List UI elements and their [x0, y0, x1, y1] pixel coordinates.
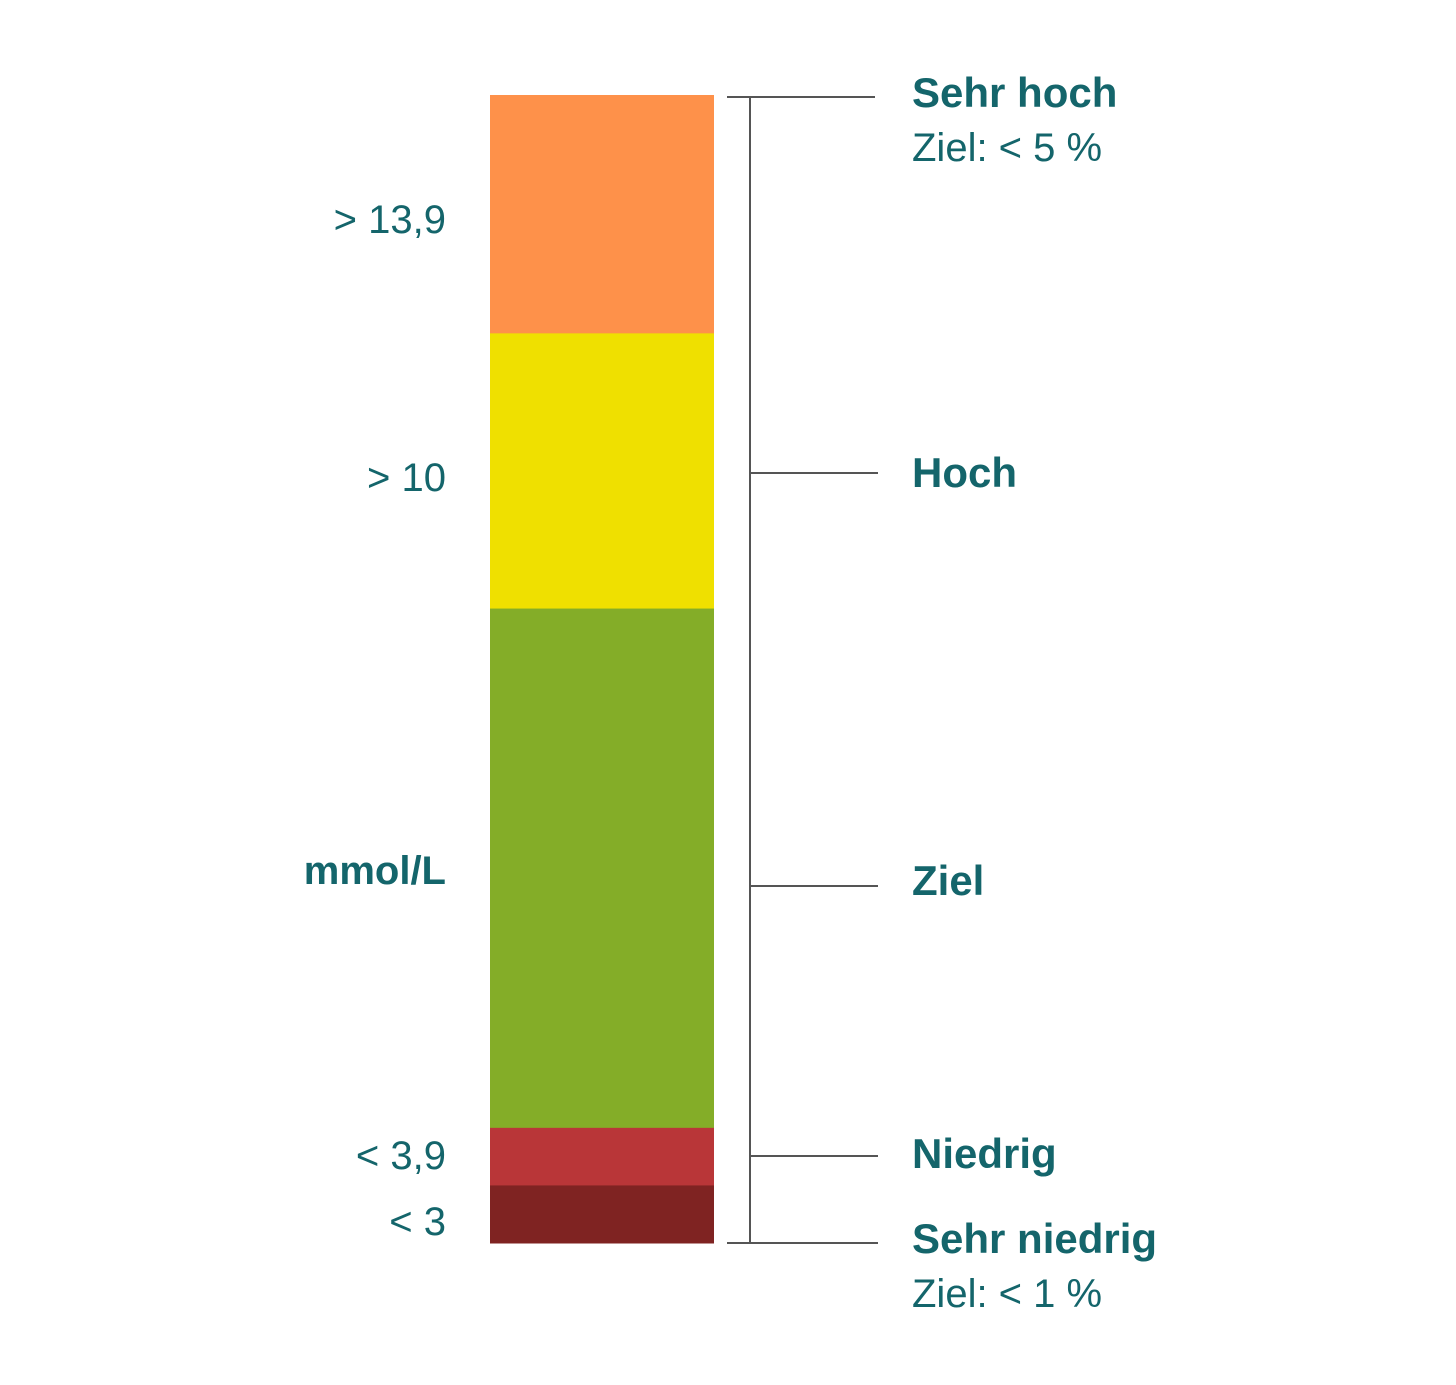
range-name-sehr-hoch: Sehr hoch — [912, 69, 1118, 116]
range-segment-sehr-niedrig — [490, 1185, 714, 1244]
range-segment-hoch — [490, 333, 714, 610]
range-target-sehr-niedrig: Ziel: < 1 % — [912, 1272, 1103, 1316]
range-segment-niedrig — [490, 1127, 714, 1186]
range-segment-sehr-hoch — [490, 95, 714, 334]
unit-label: mmol/L — [303, 849, 446, 893]
range-target-sehr-hoch: Ziel: < 5 % — [912, 126, 1103, 170]
threshold-label-sehr-hoch: > 13,9 — [333, 198, 446, 242]
range-label-ziel: Ziel — [912, 860, 984, 902]
threshold-label-hoch: > 10 — [367, 456, 446, 500]
range-name-niedrig: Niedrig — [912, 1130, 1057, 1177]
range-label-hoch: Hoch — [912, 452, 1017, 494]
range-name-ziel: Ziel — [912, 857, 985, 904]
range-label-sehr-hoch: Sehr hoch Ziel: < 5 % — [912, 69, 1118, 170]
range-label-niedrig: Niedrig — [912, 1133, 1057, 1175]
range-name-hoch: Hoch — [912, 449, 1017, 496]
threshold-label-niedrig: < 3,9 — [355, 1134, 446, 1178]
range-label-sehr-niedrig: Sehr niedrig Ziel: < 1 % — [912, 1215, 1158, 1316]
range-segment-ziel — [490, 608, 714, 1129]
threshold-label-sehr-niedrig: < 3 — [389, 1200, 446, 1244]
range-name-sehr-niedrig: Sehr niedrig — [912, 1215, 1158, 1262]
